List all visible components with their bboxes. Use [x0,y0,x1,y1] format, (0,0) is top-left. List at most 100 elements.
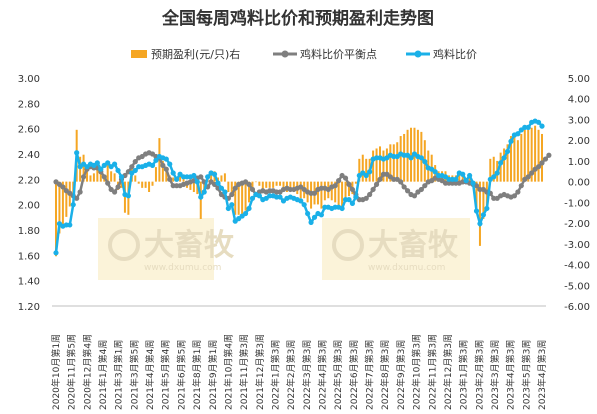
profit-bar [334,181,337,203]
ratio-point [277,194,283,200]
right-tick-label: -5.00 [564,281,590,292]
profit-bar [541,133,543,182]
breakeven-point [401,184,407,190]
profit-bar [58,181,61,234]
x-tick-label: 2023年4月第3周 [505,340,517,410]
ratio-point [494,170,500,176]
ratio-point [229,202,235,208]
ratio-point [242,210,249,217]
right-tick-label: 4.00 [568,95,590,106]
watermark-logo-icon [108,229,140,261]
x-tick-label: 2021年5月第4周 [160,340,172,410]
breakeven-point [74,195,80,201]
profit-bar [251,181,254,190]
profit-bar [344,181,347,201]
x-tick-label: 2023年3月第3周 [489,340,501,410]
ratio-point [132,167,138,174]
ratio-point [149,162,156,168]
ratio-point [463,178,469,184]
profit-bar [372,150,375,182]
ratio-point [525,124,531,130]
profit-bar [265,181,268,188]
profit-bar [113,173,116,182]
profit-bar [161,160,164,182]
x-tick-label: 2023年5月第3周 [520,340,532,410]
ratio-point [535,119,542,125]
breakeven-point [525,174,531,180]
left-tick-label: 2.40 [18,150,40,161]
ratio-point [473,208,480,214]
profit-bar [385,148,388,182]
ratio-point [484,205,490,212]
ratio-point [211,171,218,177]
profit-bar [389,144,392,182]
right-tick-label: 3.00 [568,115,590,126]
profit-bar [55,181,57,257]
profit-bar [217,177,219,182]
ratio-point [477,221,483,227]
breakeven-point [101,174,107,180]
ratio-point [432,169,438,175]
chart-title: 全国每周鸡料比价和预期盈利走势图 [161,8,434,29]
profit-bar [134,175,137,182]
profit-bar [223,173,226,182]
breakeven-point [163,166,169,172]
x-tick-label: 2022年4月第3周 [317,340,329,410]
profit-bar [399,136,402,182]
ratio-point [194,179,200,185]
profit-bar [358,158,361,182]
series-lines [53,118,552,256]
profit-bar [261,181,264,190]
profit-bar [337,181,340,207]
left-tick-label: 1.20 [18,302,40,313]
right-tick-label: -1.00 [564,198,590,209]
breakeven-point [160,162,166,168]
x-tick-label: 2020年11月第5周 [66,334,78,410]
right-tick-label: 0.00 [568,178,590,189]
profit-bar [499,152,502,182]
right-tick-label: -2.00 [564,219,590,230]
x-tick-label: 2022年3月第3周 [301,340,313,410]
breakeven-point [370,186,376,193]
profit-bar [61,181,64,226]
breakeven-point [411,193,418,199]
ratio-point [349,200,356,206]
ratio-point [225,205,231,212]
ratio-point [167,161,173,167]
profit-bar [92,173,95,182]
legend-label-ratio: 鸡料比价 [433,47,477,61]
left-tick-label: 1.60 [18,251,40,262]
x-axis: 2020年10月第1周 2020年11月第5周 2020年12月第4周 2021年1月… [50,305,548,410]
breakeven-point [511,193,518,199]
profit-bar [268,181,271,188]
ratio-point [53,250,59,256]
ratio-point [191,172,197,179]
profit-bar [172,177,175,182]
profit-bar [289,181,292,190]
profit-bar [320,181,323,209]
ratio-point [363,172,369,179]
profit-bar [154,167,157,182]
profit-bar [485,181,488,209]
ratio-point [98,166,104,172]
ratio-point [418,155,424,161]
ratio-point [153,157,159,163]
x-tick-label: 2022年7月第3周 [364,340,376,410]
profit-bar [299,181,302,199]
breakeven-point [229,191,235,198]
profit-bar [151,181,154,186]
legend-swatch-profit [131,50,147,58]
watermark-text: 大畜牧 [368,228,459,263]
profit-bar [234,181,237,215]
right-tick-label: -3.00 [564,240,590,251]
x-tick-label: 2022年6月第3周 [348,340,360,410]
x-tick-label: 2022年11月第3周 [426,334,438,410]
x-tick-label: 2022年12月第3周 [442,334,454,410]
breakeven-point [546,152,552,158]
ratio-point [460,171,466,177]
profit-bar [248,181,251,203]
x-tick-label: 2023年1月第3周 [458,340,470,410]
x-tick-label: 2021年3月第1周 [113,340,125,410]
profit-bar [165,169,168,182]
